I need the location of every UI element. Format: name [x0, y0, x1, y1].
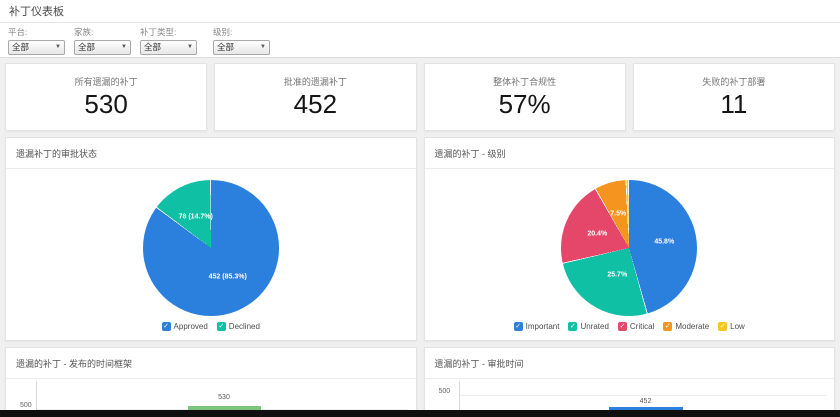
chevron-down-icon: ▼: [55, 44, 61, 50]
checked-swatch-icon: ✓: [161, 322, 171, 331]
checked-swatch-icon: ✓: [663, 322, 673, 331]
kpi-row: 所有遗漏的补丁 530 批准的遗漏补丁 452 整体补丁合规性 57% 失败的补…: [5, 63, 835, 131]
panel-title: 遗漏的补丁 - 审批时间: [424, 348, 834, 379]
family-select[interactable]: 全部 ▼: [74, 39, 131, 55]
filter-severity: 级别: 全部 ▼: [213, 26, 272, 55]
family-select-value: 全部: [78, 42, 96, 52]
kpi-overall-compliance: 整体补丁合规性 57%: [423, 63, 626, 131]
panel-title: 遗漏补丁的审批状态: [6, 138, 416, 169]
kpi-value: 11: [720, 89, 748, 120]
release-timeframe-panel: 遗漏的补丁 - 发布的时间框架 500 530: [5, 347, 417, 417]
kpi-label: 整体补丁合规性: [493, 77, 557, 88]
bar-value-label: 452: [639, 398, 652, 405]
bar-charts-row: 遗漏的补丁 - 发布的时间框架 500 530 遗漏的补丁 - 审批时间 500…: [5, 347, 835, 417]
header: 补丁仪表板: [0, 0, 840, 23]
bar-value-label: 530: [218, 394, 230, 401]
pie-slice-label-approved: 452 (85.3%): [208, 273, 247, 281]
approval-status-pie[interactable]: [142, 180, 279, 316]
legend-item-unrated[interactable]: ✓ Unrated: [568, 322, 609, 331]
approval-status-panel: 遗漏补丁的审批状态 78 (14.7%) 452 (85.3%) ✓ Appro…: [5, 137, 417, 341]
severity-select[interactable]: 全部 ▼: [213, 39, 270, 55]
pie-slice-label-unrated: 25.7%: [607, 271, 628, 279]
kpi-all-missing-patches: 所有遗漏的补丁 530: [5, 63, 208, 131]
legend-item-critical[interactable]: ✓ Critical: [617, 322, 655, 331]
platform-select[interactable]: 全部 ▼: [8, 39, 65, 55]
severity-select-value: 全部: [217, 42, 235, 52]
filter-severity-label: 级别:: [213, 26, 233, 37]
filter-family-label: 家族:: [74, 26, 94, 37]
pie-charts-row: 遗漏补丁的审批状态 78 (14.7%) 452 (85.3%) ✓ Appro…: [5, 137, 835, 341]
legend-item-approved[interactable]: ✓ Approved: [161, 322, 208, 331]
filter-patch-type: 补丁类型: 全部 ▼: [140, 26, 206, 55]
severity-pie[interactable]: [561, 180, 698, 316]
kpi-failed-deployments: 失败的补丁部署 11: [632, 63, 835, 131]
pie-slice-label-critical: 20.4%: [587, 230, 608, 238]
page-title: 补丁仪表板: [9, 6, 64, 18]
pie-slice-label-important: 45.8%: [654, 238, 675, 246]
severity-panel: 遗漏的补丁 - 级别 45.8% 25.7% 20.4% 7.5% ✓ Impo…: [423, 137, 835, 341]
approval-status-legend: ✓ Approved ✓ Declined: [6, 322, 416, 331]
kpi-label: 所有遗漏的补丁: [74, 77, 138, 88]
patch-type-select-value: 全部: [144, 42, 162, 52]
gridline-500: [459, 395, 826, 396]
panel-title: 遗漏的补丁 - 发布的时间框架: [6, 348, 416, 379]
panel-title: 遗漏的补丁 - 级别: [424, 138, 834, 169]
kpi-label: 批准的遗漏补丁: [283, 77, 347, 88]
kpi-label: 失败的补丁部署: [702, 77, 766, 88]
filter-platform-label: 平台:: [8, 26, 28, 37]
filter-bar: 平台: 全部 ▼ 家族: 全部 ▼ 补丁类型: 全部 ▼ 级别: 全部 ▼: [0, 23, 840, 58]
checked-swatch-icon: ✓: [216, 322, 226, 331]
patch-type-select[interactable]: 全部 ▼: [140, 39, 197, 55]
legend-item-important[interactable]: ✓ Important: [513, 322, 560, 331]
filter-platform: 平台: 全部 ▼: [8, 26, 67, 55]
chevron-down-icon: ▼: [187, 44, 193, 50]
y-axis-line: [36, 381, 37, 417]
severity-legend: ✓ Important ✓ Unrated ✓ Critical ✓ Moder…: [425, 322, 835, 331]
legend-item-moderate[interactable]: ✓ Moderate: [663, 322, 710, 331]
filter-family: 家族: 全部 ▼: [74, 26, 133, 55]
legend-item-low[interactable]: ✓ Low: [718, 322, 745, 331]
kpi-value: 452: [293, 89, 338, 120]
pie-slice-label-declined: 78 (14.7%): [178, 213, 213, 221]
checked-swatch-icon: ✓: [513, 322, 523, 331]
y-axis-tick: 500: [438, 388, 451, 395]
legend-item-declined[interactable]: ✓ Declined: [216, 322, 260, 331]
approval-time-panel: 遗漏的补丁 - 审批时间 500 452: [423, 347, 835, 417]
y-axis-tick: 500: [20, 402, 32, 409]
kpi-value: 57%: [498, 89, 551, 120]
pie-slice-label-moderate: 7.5%: [610, 210, 627, 218]
checked-swatch-icon: ✓: [568, 322, 578, 331]
window-bottom-edge: [0, 410, 840, 417]
kpi-approved-missing-patches: 批准的遗漏补丁 452: [214, 63, 417, 131]
chevron-down-icon: ▼: [260, 44, 266, 50]
kpi-value: 530: [84, 89, 128, 120]
approval-status-pie-wrap: 78 (14.7%) 452 (85.3%): [142, 180, 279, 316]
chevron-down-icon: ▼: [121, 44, 127, 50]
checked-swatch-icon: ✓: [617, 322, 627, 331]
y-axis-line: [458, 381, 460, 417]
filter-patch-type-label: 补丁类型:: [140, 26, 177, 37]
severity-pie-wrap: 45.8% 25.7% 20.4% 7.5%: [561, 180, 698, 316]
checked-swatch-icon: ✓: [718, 322, 728, 331]
platform-select-value: 全部: [12, 42, 30, 52]
